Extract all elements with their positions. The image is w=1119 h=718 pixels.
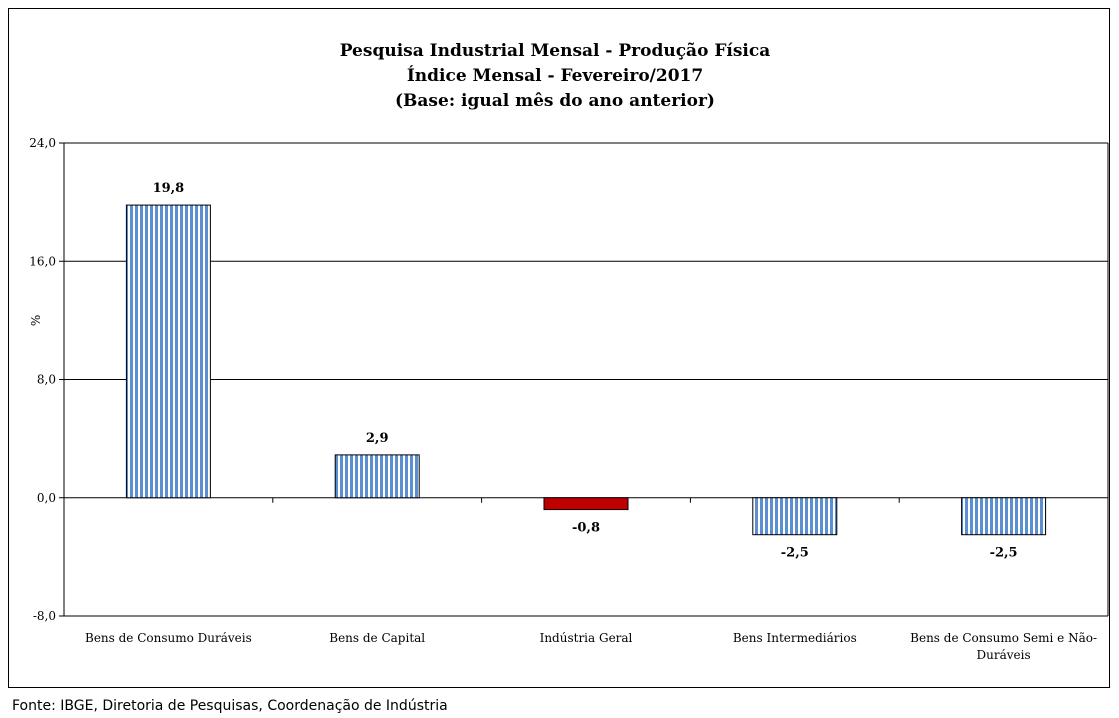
bar-3 xyxy=(543,497,629,511)
bar-5 xyxy=(961,497,1047,536)
value-label-5: -2,5 xyxy=(990,546,1018,561)
gridlines xyxy=(59,142,1109,617)
bar-2 xyxy=(334,454,420,499)
y-tick-label: 24,0 xyxy=(29,136,56,150)
chart-title-line-3: (Base: igual mês do ano anterior) xyxy=(395,91,715,111)
bar-1 xyxy=(125,204,211,499)
category-label-4: Bens Intermediários xyxy=(733,631,857,645)
category-label-2: Bens de Capital xyxy=(329,631,425,645)
y-axis-ticks: -8,0 0,0 8,0 16,0 24,0 xyxy=(29,136,56,623)
y-tick-label: 8,0 xyxy=(37,373,56,387)
bar-4 xyxy=(752,497,838,536)
chart-title: Pesquisa Industrial Mensal - Produção Fí… xyxy=(340,41,771,111)
y-tick-label: 16,0 xyxy=(29,254,56,268)
value-label-3: -0,8 xyxy=(572,521,600,536)
category-label-5: Bens de Consumo Semi e Não- xyxy=(910,631,1097,645)
value-label-1: 19,8 xyxy=(153,181,185,196)
y-tick-label: 0,0 xyxy=(37,491,56,505)
value-label-4: -2,5 xyxy=(781,546,809,561)
chart-frame xyxy=(8,8,1110,688)
category-label-3: Indústria Geral xyxy=(540,631,633,645)
y-tick-label: -8,0 xyxy=(33,609,56,623)
source-note: Fonte: IBGE, Diretoria de Pesquisas, Coo… xyxy=(12,698,448,714)
bars xyxy=(125,204,1047,536)
category-label-1: Bens de Consumo Duráveis xyxy=(85,631,252,645)
chart-title-line-2: Índice Mensal - Fevereiro/2017 xyxy=(407,65,703,86)
category-labels: Bens de Consumo Duráveis Bens de Capital I… xyxy=(85,631,1097,662)
value-label-2: 2,9 xyxy=(366,431,389,446)
category-label-5: Duráveis xyxy=(977,648,1031,662)
y-axis-label: % xyxy=(29,315,43,326)
chart-title-line-1: Pesquisa Industrial Mensal - Produção Fí… xyxy=(340,41,771,61)
value-labels: 19,8 2,9 -0,8 -2,5 -2,5 xyxy=(153,181,1018,561)
